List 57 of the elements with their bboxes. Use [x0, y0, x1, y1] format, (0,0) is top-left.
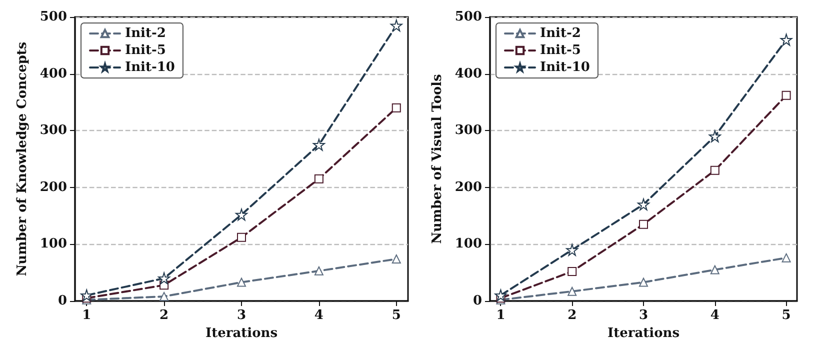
point: [566, 244, 578, 256]
point: [638, 198, 650, 210]
point: [568, 286, 577, 296]
x-tick-label: 3: [236, 308, 246, 323]
x-axis-title: Iterations: [205, 326, 278, 341]
x-tick-label: 2: [568, 308, 577, 323]
y-tick-label: 400: [454, 66, 482, 82]
point: [236, 208, 248, 221]
x-tick-label: 1: [82, 308, 92, 323]
x-tick-label: 2: [160, 308, 169, 323]
y-tick-label: 200: [40, 180, 67, 195]
point: [708, 130, 721, 142]
point: [710, 265, 720, 274]
point: [237, 278, 246, 287]
point: [390, 20, 402, 32]
x-tick-label: 5: [392, 308, 401, 323]
point: [160, 292, 169, 301]
legend-label: Init-5: [125, 43, 166, 58]
y-tick-label: 400: [40, 66, 67, 82]
point: [494, 289, 507, 302]
x-tick-label: 1: [496, 308, 506, 323]
point: [312, 138, 325, 151]
point: [314, 266, 324, 276]
point: [782, 90, 791, 100]
point: [80, 289, 93, 302]
legend-label: Init-5: [540, 43, 581, 58]
legend-label: Init-10: [125, 60, 175, 75]
point: [158, 272, 170, 284]
y-tick-label: 0: [58, 294, 67, 308]
point: [392, 103, 401, 112]
point: [780, 34, 792, 46]
y-axis-title: Number of Knowledge Concepts: [14, 42, 30, 276]
point: [710, 166, 720, 175]
y-tick-label: 100: [40, 236, 67, 252]
legend-label: Init-10: [540, 60, 590, 75]
point: [639, 220, 648, 229]
x-tick-label: 4: [710, 308, 720, 323]
legend-label: Init-2: [540, 26, 581, 41]
x-tick-label: 4: [314, 308, 324, 323]
y-tick-label: 300: [40, 123, 67, 138]
point: [639, 278, 648, 287]
point: [782, 253, 791, 262]
y-tick-label: 300: [454, 123, 482, 138]
point: [237, 232, 246, 242]
point: [392, 254, 401, 264]
y-tick-label: 500: [40, 10, 67, 24]
point: [314, 174, 324, 184]
y-tick-label: 0: [472, 294, 482, 308]
y-tick-label: 500: [454, 10, 482, 24]
x-axis-title: Iterations: [607, 326, 680, 341]
x-tick-label: 5: [782, 308, 791, 323]
point: [568, 266, 577, 276]
legend-label: Init-2: [125, 26, 166, 41]
x-tick-label: 3: [638, 308, 648, 323]
y-axis-title: Number of Visual Tools: [430, 74, 445, 244]
y-tick-label: 200: [454, 180, 482, 195]
y-tick-label: 100: [454, 236, 482, 252]
